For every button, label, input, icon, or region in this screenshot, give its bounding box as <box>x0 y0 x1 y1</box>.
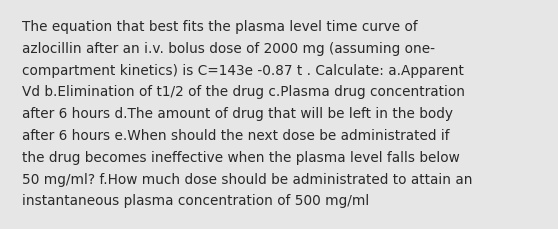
Text: 50 mg/ml? f.How much dose should be administrated to attain an: 50 mg/ml? f.How much dose should be admi… <box>22 172 473 186</box>
Text: the drug becomes ineffective when the plasma level falls below: the drug becomes ineffective when the pl… <box>22 150 460 164</box>
Text: The equation that best fits the plasma level time curve of: The equation that best fits the plasma l… <box>22 20 417 34</box>
Text: azlocillin after an i.v. bolus dose of 2000 mg (assuming one-: azlocillin after an i.v. bolus dose of 2… <box>22 42 435 56</box>
Text: after 6 hours d.The amount of drug that will be left in the body: after 6 hours d.The amount of drug that … <box>22 107 453 121</box>
Text: Vd b.Elimination of t1/2 of the drug c.Plasma drug concentration: Vd b.Elimination of t1/2 of the drug c.P… <box>22 85 465 99</box>
Text: instantaneous plasma concentration of 500 mg/ml: instantaneous plasma concentration of 50… <box>22 194 369 207</box>
Text: compartment kinetics) is C=143e -0.87 t . Calculate: a.Apparent: compartment kinetics) is C=143e -0.87 t … <box>22 63 464 77</box>
Text: after 6 hours e.When should the next dose be administrated if: after 6 hours e.When should the next dos… <box>22 128 450 142</box>
